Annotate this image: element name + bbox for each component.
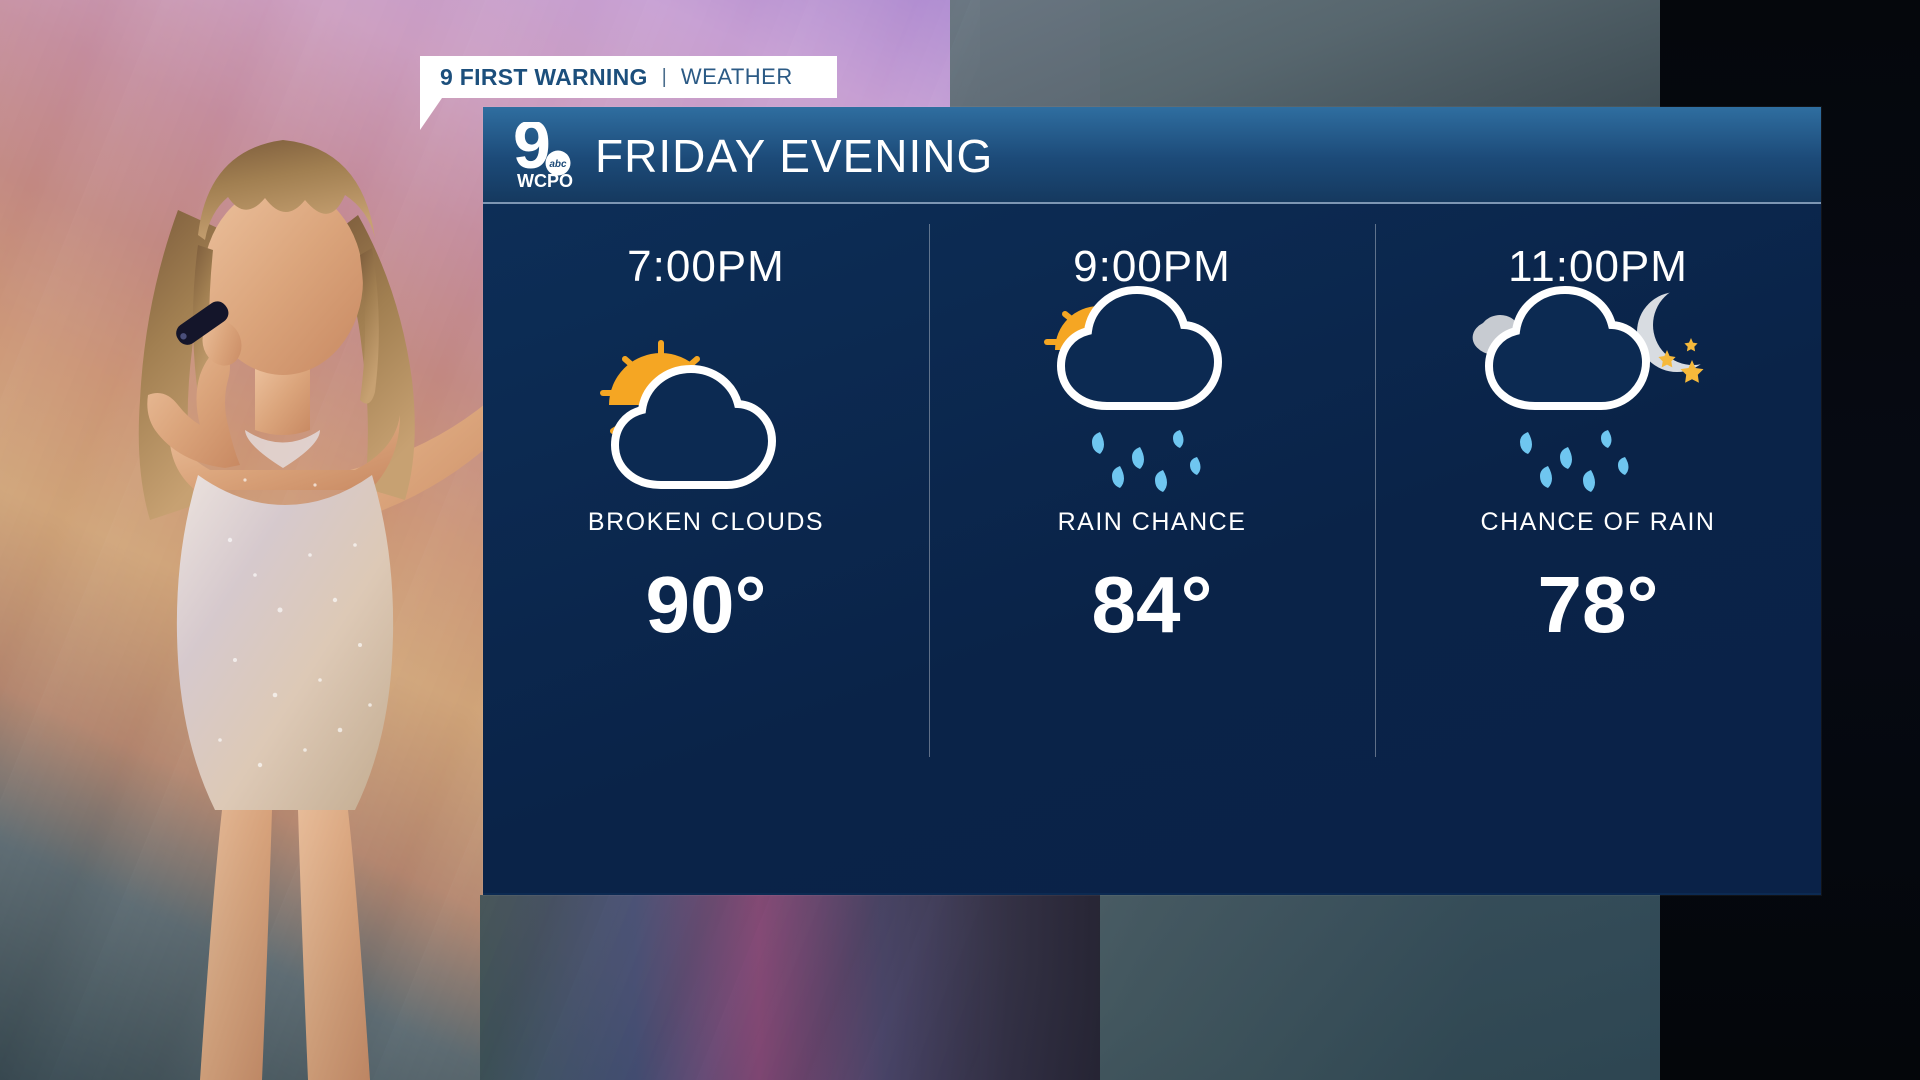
svg-text:WCPO: WCPO [517,171,573,189]
svg-text:abc: abc [549,159,567,170]
